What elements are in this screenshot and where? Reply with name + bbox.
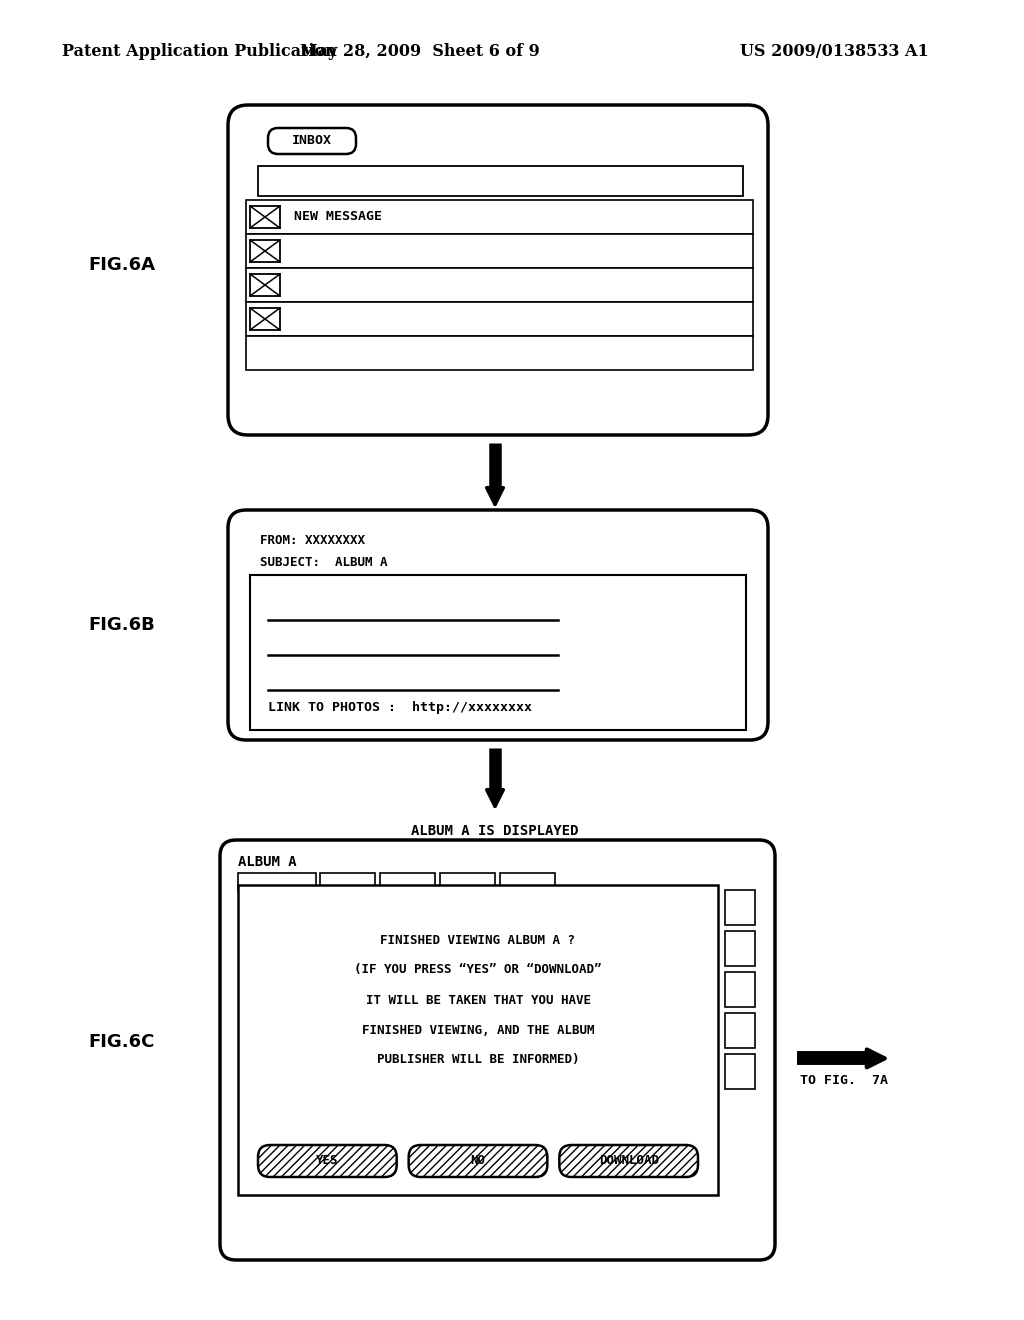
FancyBboxPatch shape xyxy=(258,1144,396,1177)
Bar xyxy=(238,884,718,1195)
Text: FIG.6B: FIG.6B xyxy=(88,616,155,634)
Bar xyxy=(380,873,435,891)
Text: FINISHED VIEWING ALBUM A ?: FINISHED VIEWING ALBUM A ? xyxy=(381,933,575,946)
Bar xyxy=(246,268,753,302)
Text: PUBLISHER WILL BE INFORMED): PUBLISHER WILL BE INFORMED) xyxy=(377,1053,580,1067)
Bar xyxy=(246,234,753,268)
Bar xyxy=(258,166,743,195)
Bar xyxy=(250,576,746,730)
Text: SUBJECT:  ALBUM A: SUBJECT: ALBUM A xyxy=(260,556,387,569)
Bar xyxy=(250,240,280,261)
Text: FROM: XXXXXXXX: FROM: XXXXXXXX xyxy=(260,533,365,546)
Bar xyxy=(319,873,375,891)
Text: Patent Application Publication: Patent Application Publication xyxy=(62,44,337,61)
Text: FIG.6C: FIG.6C xyxy=(89,1032,155,1051)
Text: NO: NO xyxy=(470,1155,485,1167)
Text: TO FIG.  7A: TO FIG. 7A xyxy=(801,1074,889,1086)
Text: NEW MESSAGE: NEW MESSAGE xyxy=(294,210,382,223)
Text: INBOX: INBOX xyxy=(292,135,332,148)
Bar xyxy=(725,931,755,966)
FancyBboxPatch shape xyxy=(220,840,775,1261)
Bar xyxy=(246,302,753,337)
FancyBboxPatch shape xyxy=(268,128,356,154)
Bar xyxy=(238,873,316,891)
Text: FINISHED VIEWING, AND THE ALBUM: FINISHED VIEWING, AND THE ALBUM xyxy=(361,1023,594,1036)
Text: YES: YES xyxy=(316,1155,339,1167)
Bar xyxy=(500,873,555,891)
Text: FIG.6A: FIG.6A xyxy=(88,256,155,275)
FancyBboxPatch shape xyxy=(409,1144,548,1177)
Bar xyxy=(725,1012,755,1048)
Text: IT WILL BE TAKEN THAT YOU HAVE: IT WILL BE TAKEN THAT YOU HAVE xyxy=(366,994,591,1006)
Bar xyxy=(250,308,280,330)
FancyBboxPatch shape xyxy=(228,510,768,741)
Text: US 2009/0138533 A1: US 2009/0138533 A1 xyxy=(740,44,929,61)
Bar xyxy=(725,972,755,1007)
Text: (IF YOU PRESS “YES” OR “DOWNLOAD”: (IF YOU PRESS “YES” OR “DOWNLOAD” xyxy=(354,964,602,977)
Bar xyxy=(725,1053,755,1089)
Text: ALBUM A: ALBUM A xyxy=(238,855,297,869)
Bar xyxy=(250,206,280,228)
Bar xyxy=(246,337,753,370)
Text: DOWNLOAD: DOWNLOAD xyxy=(599,1155,658,1167)
Bar xyxy=(725,890,755,925)
Text: May 28, 2009  Sheet 6 of 9: May 28, 2009 Sheet 6 of 9 xyxy=(300,44,540,61)
Bar xyxy=(246,201,753,234)
FancyBboxPatch shape xyxy=(228,106,768,436)
FancyBboxPatch shape xyxy=(559,1144,698,1177)
Text: ALBUM A IS DISPLAYED: ALBUM A IS DISPLAYED xyxy=(412,824,579,838)
Text: LINK TO PHOTOS :  http://xxxxxxxx: LINK TO PHOTOS : http://xxxxxxxx xyxy=(268,701,532,714)
Bar xyxy=(440,873,495,891)
Bar xyxy=(250,275,280,296)
